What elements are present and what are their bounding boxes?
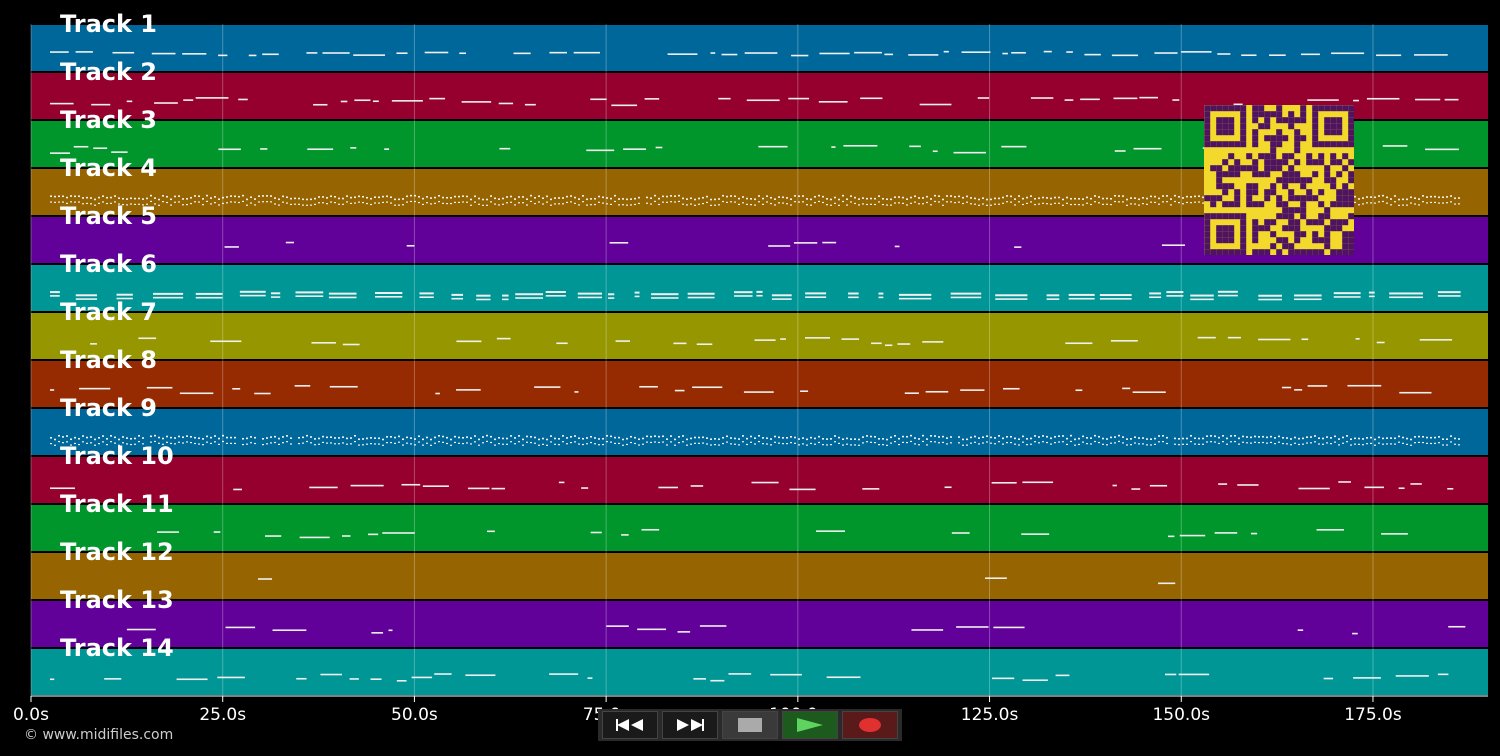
track-notes [258,577,1176,585]
track-notes [50,290,1461,301]
track-notes [50,673,1449,682]
fast-forward-button[interactable] [662,711,718,739]
track-label: Track 8 [60,346,158,374]
track-lane[interactable] [31,409,1488,455]
stop-icon [738,718,762,732]
track-lane[interactable] [31,553,1488,599]
track-label: Track 14 [60,634,174,662]
track-notes [50,434,1460,446]
track-label: Track 6 [60,250,158,278]
tick-label: 50.0s [391,705,438,725]
track-notes [126,625,1466,635]
fast-forward-icon [677,719,704,731]
track-lane[interactable] [31,457,1488,503]
track-lane[interactable] [31,313,1488,359]
rewind-icon [616,719,643,731]
track-lane[interactable] [31,265,1488,311]
track-label: Track 5 [60,202,158,230]
play-button[interactable] [782,711,838,739]
track-label: Track 7 [60,298,158,326]
rewind-button[interactable] [602,711,658,739]
transport-controls [598,709,902,741]
track-label: Track 3 [60,106,158,134]
tick-label: 25.0s [199,705,247,725]
track-notes [157,528,1408,539]
track-notes [50,50,1448,57]
tick-label: 0.0s [13,705,49,725]
track-label: Track 9 [60,394,158,422]
track-label: Track 1 [60,10,158,38]
tick-label: 175.0s [1344,705,1402,725]
copyright-text: © www.midifiles.com [24,727,174,743]
track-label: Track 11 [60,490,174,518]
track-label: Track 13 [60,586,174,614]
stop-button[interactable] [722,711,778,739]
track-label: Track 12 [60,538,174,566]
play-icon [797,718,823,732]
track-lane[interactable] [31,25,1488,71]
track-notes [50,384,1432,395]
track-notes [50,96,1459,107]
track-label: Track 4 [60,154,158,182]
qr-code-icon [1204,105,1355,256]
track-notes [90,336,1453,347]
track-notes [50,144,1459,154]
track-lane[interactable] [31,361,1488,407]
tick-label: 150.0s [1152,705,1211,725]
track-label: Track 2 [60,58,158,86]
track-lane[interactable] [31,601,1488,647]
record-button[interactable] [842,711,898,739]
record-icon [859,718,881,732]
track-label: Track 10 [60,442,174,470]
track-notes [50,481,1454,491]
tick-label: 125.0s [960,705,1019,725]
track-lane[interactable] [31,649,1488,695]
track-lane[interactable] [31,505,1488,551]
qr-code[interactable] [1204,105,1355,256]
